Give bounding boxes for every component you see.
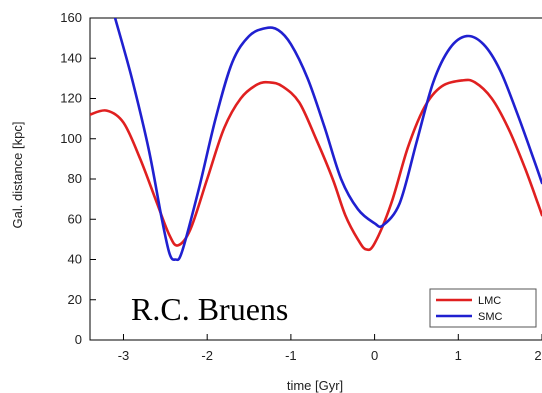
x-axis-label: time [Gyr]	[287, 378, 343, 393]
y-axis-label: Gal. distance [kpc]	[10, 122, 25, 229]
y-tick-label: 20	[68, 292, 82, 307]
y-tick-label: 60	[68, 211, 82, 226]
y-tick-label: 80	[68, 171, 82, 186]
legend-box	[429, 288, 537, 328]
series-line-lmc	[90, 78, 542, 252]
y-tick-label: 100	[60, 131, 82, 146]
legend-label-lmc: LMC	[478, 295, 501, 307]
x-tick-label: 2	[534, 348, 541, 363]
series-layer	[90, 18, 542, 262]
x-tick-label: -1	[285, 348, 297, 363]
y-tick-label: 40	[68, 252, 82, 267]
y-tick-label: 120	[60, 91, 82, 106]
y-tick-label: 140	[60, 50, 82, 65]
legend-label-smc: SMC	[478, 311, 503, 323]
x-axis: -3 -2 -1 0 1 2	[118, 334, 542, 363]
legend: LMC SMC	[429, 288, 537, 328]
x-tick-label: 0	[371, 348, 378, 363]
x-tick-label: -3	[118, 348, 130, 363]
x-tick-label: 1	[455, 348, 462, 363]
x-tick-label: -2	[201, 348, 213, 363]
y-tick-label: 160	[60, 10, 82, 25]
series-line-smc	[113, 18, 542, 262]
y-axis: 0 20 40 60 80 100 120 140 160	[60, 10, 96, 347]
watermark-annotation: R.C. Bruens	[131, 291, 288, 327]
y-tick-label: 0	[75, 332, 82, 347]
